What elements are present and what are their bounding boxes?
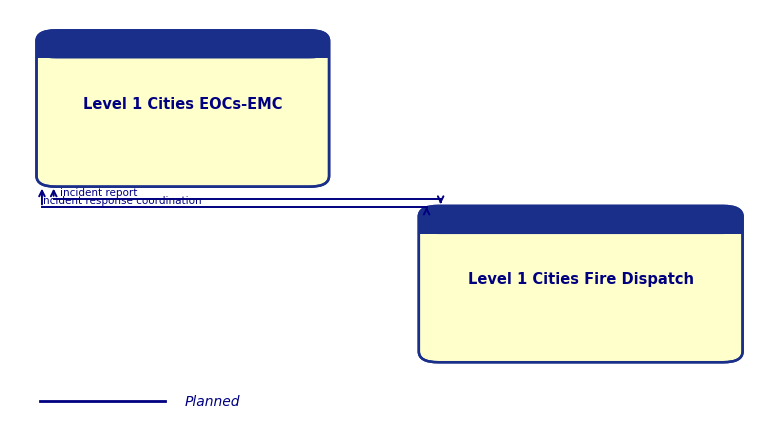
FancyBboxPatch shape <box>419 206 742 362</box>
FancyBboxPatch shape <box>37 31 329 59</box>
Text: Planned: Planned <box>185 394 240 408</box>
Bar <box>37 44 329 59</box>
FancyBboxPatch shape <box>37 31 329 187</box>
Text: Level 1 Cities Fire Dispatch: Level 1 Cities Fire Dispatch <box>467 272 694 287</box>
Text: incident report: incident report <box>60 187 137 197</box>
FancyBboxPatch shape <box>419 206 742 234</box>
Bar <box>419 219 742 234</box>
Text: incident response coordination: incident response coordination <box>41 196 202 206</box>
Text: Level 1 Cities EOCs-EMC: Level 1 Cities EOCs-EMC <box>83 97 283 112</box>
